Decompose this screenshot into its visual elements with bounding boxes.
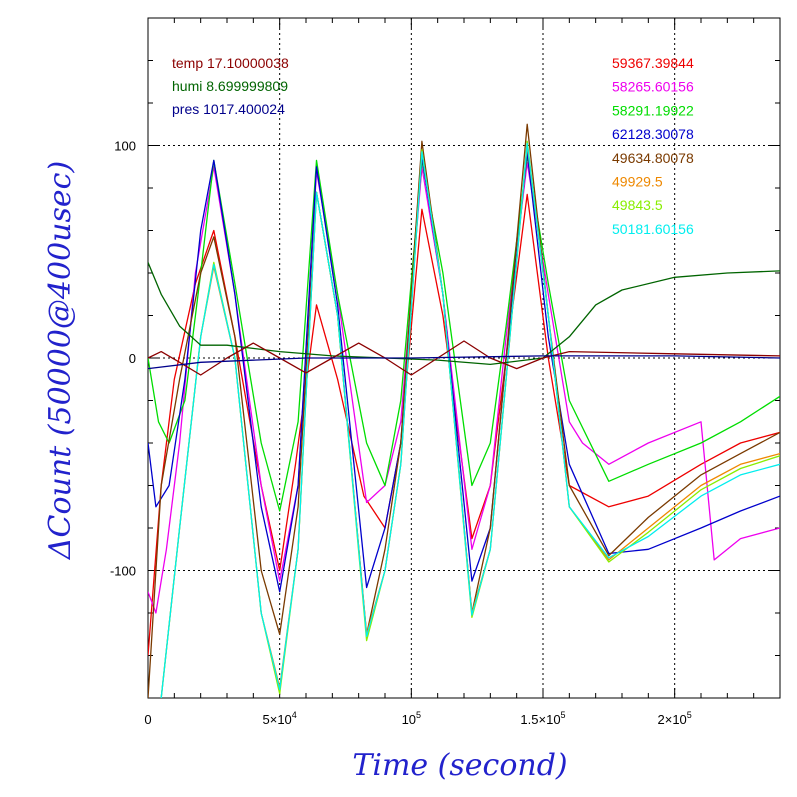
count-legend-entry: 58291.19922 xyxy=(612,102,694,118)
axis-ticks: 0 5×104 105 1.5×105 2×105 100 0 -100 xyxy=(110,17,781,727)
x-tick-exponent: 5 xyxy=(416,710,421,720)
y-tick-label: -100 xyxy=(110,564,136,579)
y-tick-label: 100 xyxy=(114,139,136,154)
y-tick-label: 0 xyxy=(129,351,136,366)
count-legend-entry: 50181.60156 xyxy=(612,221,694,237)
count-legend-entry: 58265.60156 xyxy=(612,79,694,95)
series-line xyxy=(148,340,780,376)
x-axis-title: Time (second) xyxy=(352,748,567,783)
x-tick-label: 1.5×105 xyxy=(520,710,565,727)
series-line xyxy=(148,151,780,593)
env-legend-entry: humi 8.699999809 xyxy=(172,78,288,94)
series-layer xyxy=(148,123,780,698)
series-line xyxy=(148,123,780,698)
count-legend-entry: 59367.39844 xyxy=(612,55,694,71)
series-line xyxy=(148,262,780,366)
x-tick-label: 105 xyxy=(402,710,421,727)
count-legend: 59367.39844 58265.60156 58291.19922 62128.3… xyxy=(612,55,694,237)
count-legend-entry: 49929.5 xyxy=(612,174,663,190)
count-legend-entry: 62128.30078 xyxy=(612,126,694,142)
env-legend: temp 17.10000038 humi 8.699999809 pres 101… xyxy=(172,55,289,117)
x-tick-exponent: 5 xyxy=(687,710,692,720)
env-legend-entry: pres 1017.400024 xyxy=(172,101,285,117)
series-line xyxy=(160,142,780,698)
x-tick-label: 2×105 xyxy=(658,710,692,727)
series-line xyxy=(160,144,780,698)
series-line xyxy=(148,155,780,512)
series-line xyxy=(160,140,780,698)
x-tick-exponent: 4 xyxy=(292,710,297,720)
count-legend-entry: 49634.80078 xyxy=(612,150,694,166)
count-legend-entry: 49843.5 xyxy=(612,197,663,213)
x-tick-exponent: 5 xyxy=(561,710,566,720)
env-legend-entry: temp 17.10000038 xyxy=(172,55,289,71)
x-tick-label: 5×104 xyxy=(263,710,297,727)
x-tick-label: 0 xyxy=(144,712,151,727)
series-line xyxy=(148,355,780,370)
y-axis-title: ΔCount (50000@400usec) xyxy=(43,161,78,560)
